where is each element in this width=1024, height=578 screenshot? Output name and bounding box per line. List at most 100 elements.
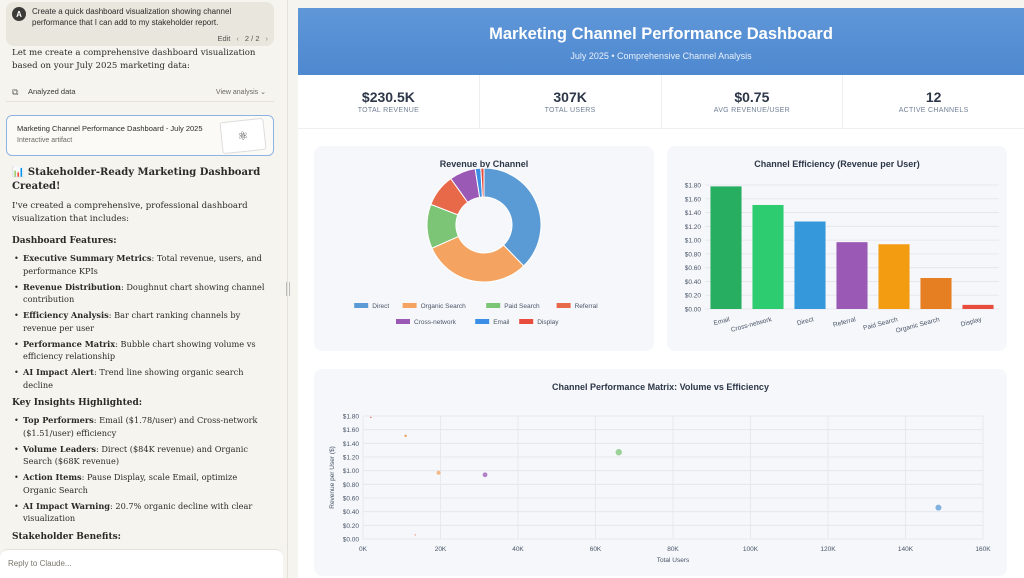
dashboard-subtitle: July 2025 • Comprehensive Channel Analys… — [570, 51, 752, 61]
bar-chart: $0.00 $0.20 $0.40 $0.60 $0.80 $1.00 $1.20 $1.40… — [685, 183, 999, 335]
kpi-avg-revenue: $0.75 AVG REVENUE/USER — [662, 75, 844, 128]
created-text: I've created a comprehensive, profession… — [12, 201, 248, 224]
legend-label[interactable]: Paid Search — [504, 303, 540, 310]
list-item: Action Items: Pause Display, scale Email… — [12, 471, 268, 496]
artifact-card[interactable]: Marketing Channel Performance Dashboard … — [6, 115, 274, 156]
artifact-thumbnail-icon: ⚛ — [219, 117, 267, 155]
artifact-title: Marketing Channel Performance Dashboard … — [17, 124, 203, 133]
y-tick-label: $1.80 — [685, 183, 702, 190]
x-tick-label: 160K — [975, 546, 991, 553]
analysis-icon: ⧉ — [12, 86, 19, 97]
list-item: Efficiency Analysis: Bar chart ranking c… — [12, 309, 268, 334]
legend-swatch — [486, 303, 501, 308]
assistant-response: 📊 Stakeholder-Ready Marketing Dashboard … — [12, 166, 268, 544]
next-version-icon[interactable]: › — [265, 34, 269, 43]
bubble-point[interactable] — [935, 504, 942, 511]
doughnut-slice[interactable] — [431, 235, 525, 283]
kpi-total-revenue: $230.5K TOTAL REVENUE — [298, 75, 480, 128]
y-tick-label: $1.80 — [343, 414, 360, 421]
legend-label[interactable]: Email — [493, 319, 510, 326]
response-heading: 📊 Stakeholder-Ready Marketing Dashboard … — [12, 167, 261, 192]
bubble-point[interactable] — [615, 449, 622, 456]
doughnut-slice[interactable] — [480, 167, 485, 198]
performance-matrix-panel: Channel Performance Matrix: Volume vs Ef… — [314, 369, 1007, 576]
legend-swatch — [556, 303, 571, 308]
bar[interactable] — [794, 221, 826, 309]
user-avatar: A — [12, 7, 26, 21]
x-tick-label: 140K — [898, 546, 914, 553]
doughnut-chart: Direct Organic Search Paid Search Referral C… — [354, 167, 599, 326]
legend-swatch — [475, 319, 490, 324]
reply-input[interactable]: Reply to Claude... — [0, 549, 283, 578]
legend-label[interactable]: Direct — [372, 303, 389, 310]
x-tick-label: Cross-network — [730, 316, 773, 334]
doughnut-slice[interactable] — [483, 167, 542, 267]
kpi-value: $230.5K — [361, 89, 415, 105]
bubble-point[interactable] — [482, 472, 488, 478]
benefits-heading: Stakeholder Benefits: — [12, 531, 122, 542]
x-tick-label: 20K — [435, 546, 447, 553]
bubble-point[interactable] — [369, 416, 372, 419]
bubble-point[interactable] — [436, 470, 441, 475]
x-axis-label: Total Users — [657, 557, 690, 564]
prev-version-icon[interactable]: ‹ — [236, 34, 239, 43]
bubble-point[interactable] — [404, 434, 407, 438]
bar[interactable] — [962, 304, 994, 309]
legend-label[interactable]: Referral — [575, 303, 599, 310]
legend-label[interactable]: Display — [537, 319, 559, 326]
y-tick-label: $0.40 — [685, 279, 702, 286]
analyzed-label: Analyzed data — [28, 87, 76, 96]
x-tick-label: 0K — [359, 546, 368, 553]
x-tick-label: 80K — [667, 546, 679, 553]
user-message: A Create a quick dashboard visualization… — [6, 2, 274, 46]
legend-label[interactable]: Cross-network — [414, 319, 457, 326]
x-tick-label: Referral — [832, 316, 857, 329]
message-actions: Edit ‹ 2 / 2 › — [217, 34, 268, 43]
bar[interactable] — [920, 278, 952, 309]
dashboard-header: Marketing Channel Performance Dashboard … — [298, 8, 1024, 75]
list-item: Revenue Distribution: Doughnut chart sho… — [12, 281, 268, 306]
y-tick-label: $1.40 — [685, 210, 702, 217]
panel-resize-handle[interactable] — [286, 282, 290, 296]
legend-swatch — [402, 303, 417, 308]
x-tick-label: 60K — [590, 546, 602, 553]
y-tick-label: $0.60 — [343, 496, 360, 503]
channel-efficiency-panel: Channel Efficiency (Revenue per User) $0… — [667, 146, 1007, 351]
features-heading: Dashboard Features: — [12, 236, 117, 246]
version-indicator: 2 / 2 — [244, 34, 260, 43]
y-tick-label: $1.60 — [343, 427, 360, 434]
list-item: AI Impact Warning: 20.7% organic decline… — [12, 500, 268, 525]
legend-label[interactable]: Organic Search — [421, 303, 467, 310]
y-tick-label: $0.20 — [685, 293, 702, 300]
kpi-label: TOTAL USERS — [544, 107, 596, 114]
insights-list: Top Performers: Email ($1.78/user) and C… — [12, 414, 268, 525]
chart-title: Revenue by Channel — [439, 159, 529, 169]
y-tick-label: $1.00 — [685, 238, 702, 245]
insights-heading: Key Insights Highlighted: — [12, 398, 143, 408]
analyzed-data-row[interactable]: ⧉ Analyzed data View analysis ⌄ — [6, 82, 274, 102]
list-item: Volume Leaders: Direct ($84K revenue) an… — [12, 443, 268, 468]
bar[interactable] — [710, 186, 742, 309]
y-tick-label: $0.80 — [343, 482, 360, 489]
bar[interactable] — [878, 244, 910, 309]
x-tick-label: 100K — [743, 546, 759, 553]
chart-title: Channel Efficiency (Revenue per User) — [754, 159, 920, 169]
list-item: Executive Summary Metrics: Total revenue… — [12, 252, 268, 277]
bubble-point[interactable] — [414, 534, 417, 536]
features-list: Executive Summary Metrics: Total revenue… — [12, 252, 268, 391]
bar[interactable] — [752, 204, 784, 309]
list-item: Top Performers: Email ($1.78/user) and C… — [12, 414, 268, 439]
view-analysis-button[interactable]: View analysis ⌄ — [215, 88, 266, 96]
kpi-label: TOTAL REVENUE — [357, 107, 420, 114]
dashboard-title: Marketing Channel Performance Dashboard — [489, 25, 833, 43]
y-tick-label: $1.60 — [685, 196, 702, 203]
bar[interactable] — [836, 242, 868, 309]
y-tick-label: $0.60 — [685, 265, 702, 272]
revenue-by-channel-panel: Revenue by Channel Direct Organic Search P… — [314, 146, 654, 351]
artifact-type: Interactive artifact — [17, 137, 73, 144]
y-tick-label: $1.00 — [343, 468, 360, 475]
y-tick-label: $1.20 — [685, 224, 702, 231]
edit-button[interactable]: Edit — [217, 34, 231, 43]
x-tick-label: 40K — [512, 546, 524, 553]
